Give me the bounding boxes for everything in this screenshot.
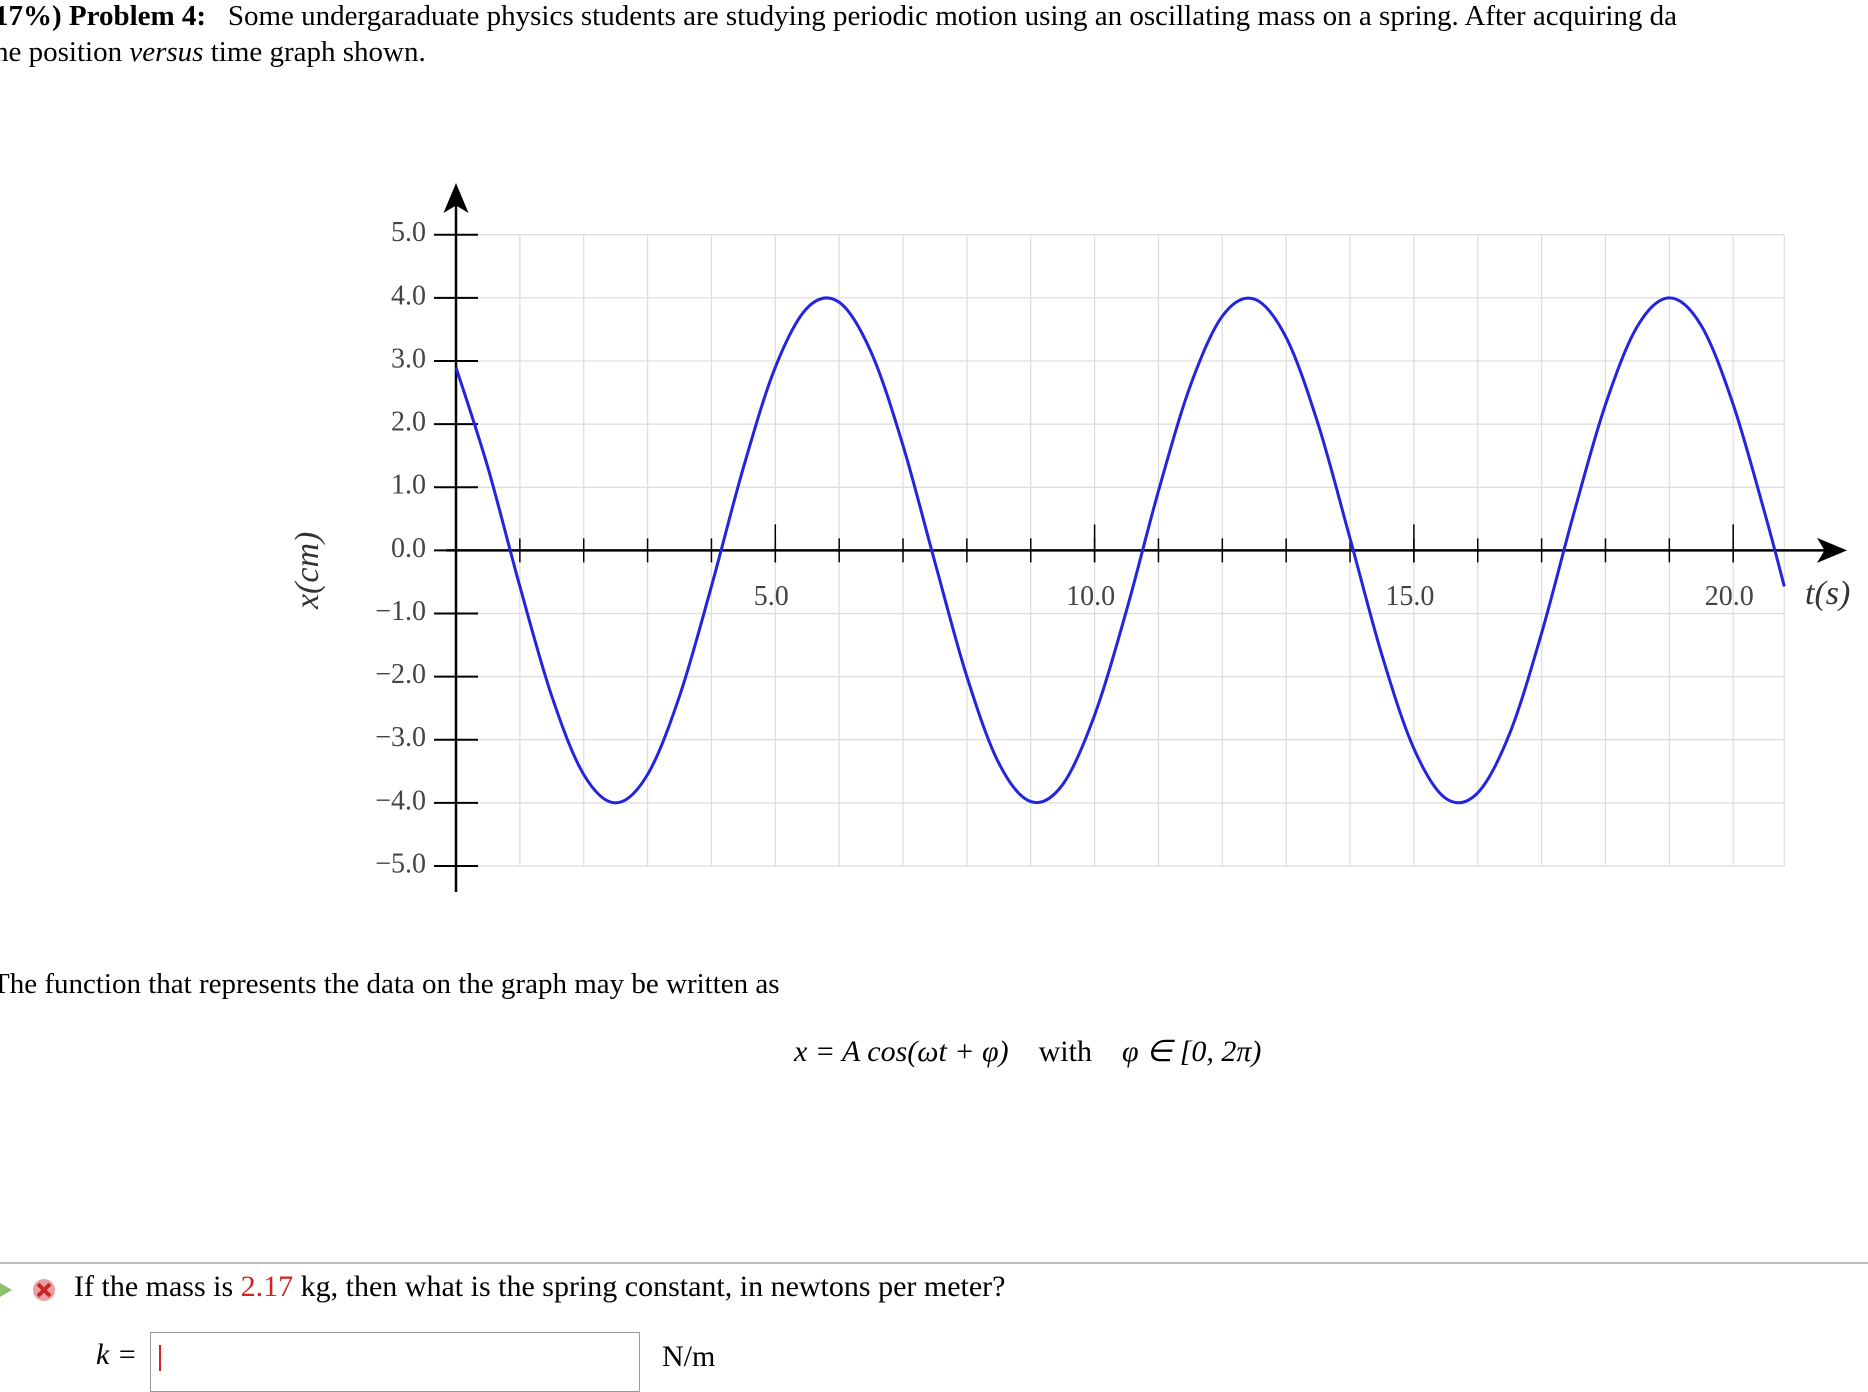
text: time graph shown. (203, 36, 426, 68)
cursor (159, 1345, 161, 1371)
wrong-x (36, 1282, 52, 1298)
unit: N/m (662, 1340, 716, 1373)
problem-text: Some undergaraduate physics students are… (227, 0, 1678, 32)
equation: x = A cos(ωt + φ) (794, 1035, 1009, 1068)
mass-value: 2.17 (240, 1270, 294, 1303)
input-label: k = (96, 1338, 138, 1371)
x-tick-label: 5.0 (754, 581, 789, 612)
y-tick-label: −2.0 (375, 659, 426, 690)
y-tick-label: 3.0 (391, 343, 426, 374)
status-icons (0, 1279, 55, 1301)
y-tick-label: −4.0 (375, 785, 426, 816)
intro-text: The function that represents the data on… (0, 968, 780, 1000)
y-tick-label: −1.0 (375, 596, 426, 627)
y-tick-label: 1.0 (391, 470, 426, 501)
domain: φ ∈ [0, 2π) (1121, 1035, 1262, 1068)
y-axis-label: x(cm) (289, 532, 326, 610)
problem-line2: he position versus time graph shown. (0, 36, 426, 69)
chart: 5.0 4.0 3.0 2.0 1.0 0.0 −1.0 −2.0 −3.0 −4.0 −5.0 5.… (289, 183, 1850, 892)
y-tick-label: 5.0 (391, 217, 426, 248)
question-pre: If the mass is (74, 1270, 234, 1303)
y-tick-label: 2.0 (391, 407, 426, 438)
y-tick-label: 4.0 (391, 280, 426, 311)
text: he position (0, 36, 130, 68)
question: If the mass is 2.17 kg, then what is the… (74, 1270, 1005, 1304)
x-tick-label: 10.0 (1066, 581, 1115, 612)
formula: x = A cos(ωt + φ) with φ ∈ [0, 2π) (794, 1034, 1261, 1069)
y-tick-label: 0.0 (391, 533, 426, 564)
problem-header: 17%) Problem 4: Some undergaraduate phys… (0, 0, 1677, 33)
x-tick-label: 15.0 (1385, 581, 1434, 612)
with: with (1038, 1035, 1092, 1068)
divider (0, 1262, 1868, 1264)
x-tick-label: 20.0 (1705, 581, 1754, 612)
answer-input[interactable] (150, 1332, 640, 1392)
question-post: kg, then what is the spring constant, in… (300, 1270, 1006, 1303)
y-tick-label: −3.0 (375, 722, 426, 753)
y-tick-label: −5.0 (375, 848, 426, 879)
curve (454, 296, 1786, 805)
expand-arrow[interactable] (0, 1283, 12, 1297)
x-axis-label: t(s) (1805, 575, 1850, 612)
problem-label: 17%) Problem 4: (0, 0, 207, 32)
text: versus (129, 36, 204, 68)
